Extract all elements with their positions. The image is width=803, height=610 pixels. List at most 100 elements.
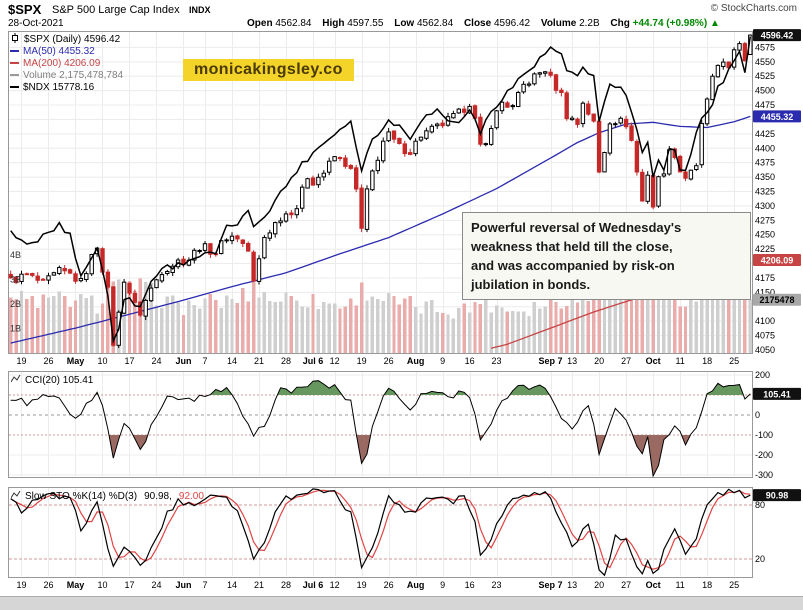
svg-text:20: 20 bbox=[594, 356, 604, 366]
svg-text:19: 19 bbox=[16, 356, 26, 366]
cci-legend-label: CCI(20) 105.41 bbox=[25, 375, 94, 386]
svg-text:200: 200 bbox=[755, 370, 770, 380]
close-value: 4596.42 bbox=[493, 18, 531, 29]
cci-legend: CCI(20) 105.41 bbox=[10, 374, 94, 387]
sto-d-value: 92.00 bbox=[178, 491, 204, 502]
svg-text:90.98: 90.98 bbox=[766, 491, 789, 501]
svg-text:26: 26 bbox=[43, 580, 53, 590]
symbol: $SPX bbox=[8, 2, 42, 17]
svg-text:9: 9 bbox=[440, 580, 445, 590]
svg-text:19: 19 bbox=[357, 356, 367, 366]
svg-text:4050: 4050 bbox=[755, 345, 775, 355]
svg-text:4300: 4300 bbox=[755, 201, 775, 211]
low-value: 4562.84 bbox=[417, 18, 454, 29]
ndx-line-swatch bbox=[10, 86, 19, 88]
svg-text:1B: 1B bbox=[10, 324, 21, 334]
svg-text:13: 13 bbox=[567, 356, 577, 366]
svg-text:7: 7 bbox=[203, 580, 208, 590]
svg-text:21: 21 bbox=[254, 356, 264, 366]
sto-legend-label: Slow STO %K(14) %D(3) bbox=[25, 491, 138, 502]
svg-text:16: 16 bbox=[465, 356, 475, 366]
legend-ndx-label: $NDX 15778.16 bbox=[23, 81, 95, 93]
svg-text:21: 21 bbox=[254, 580, 264, 590]
svg-text:Jul 6: Jul 6 bbox=[303, 356, 324, 366]
svg-text:20: 20 bbox=[755, 554, 765, 564]
svg-text:26: 26 bbox=[384, 356, 394, 366]
close-label: Close bbox=[463, 18, 492, 29]
svg-text:18: 18 bbox=[702, 580, 712, 590]
svg-text:Oct: Oct bbox=[646, 580, 661, 590]
legend-ma200: MA(200) 4206.09 bbox=[10, 57, 123, 69]
volume-value-box: 2175478 bbox=[753, 293, 801, 306]
svg-text:4225: 4225 bbox=[755, 244, 775, 254]
volume-value: 2.2B bbox=[579, 18, 600, 29]
svg-text:13: 13 bbox=[567, 580, 577, 590]
svg-text:4575: 4575 bbox=[755, 42, 775, 52]
open-value: 4562.84 bbox=[275, 18, 312, 29]
svg-text:9: 9 bbox=[440, 356, 445, 366]
svg-text:26: 26 bbox=[43, 356, 53, 366]
svg-text:2B: 2B bbox=[10, 299, 21, 309]
svg-text:11: 11 bbox=[675, 356, 684, 366]
svg-text:12: 12 bbox=[330, 356, 340, 366]
sto-k-line bbox=[10, 488, 751, 577]
svg-text:2175478: 2175478 bbox=[759, 295, 794, 305]
svg-text:Sep 7: Sep 7 bbox=[539, 580, 563, 590]
ma50-value-box: 4455.32 bbox=[753, 110, 801, 123]
svg-text:4100: 4100 bbox=[755, 316, 775, 326]
chg-label: Chg bbox=[610, 18, 630, 29]
sto-k-value: 90.98, bbox=[144, 491, 172, 502]
svg-text:Jun: Jun bbox=[175, 356, 191, 366]
svg-text:-100: -100 bbox=[755, 430, 773, 440]
svg-text:4375: 4375 bbox=[755, 158, 775, 168]
chg-value: +44.74 (+0.98%) bbox=[632, 18, 708, 29]
last-price-box: 4596.42 bbox=[753, 29, 801, 42]
svg-text:7: 7 bbox=[203, 356, 208, 366]
svg-text:25: 25 bbox=[729, 580, 739, 590]
svg-text:17: 17 bbox=[124, 356, 134, 366]
volume-bars bbox=[9, 252, 752, 353]
svg-text:May: May bbox=[67, 356, 85, 366]
svg-text:28: 28 bbox=[281, 580, 291, 590]
legend-ndx: $NDX 15778.16 bbox=[10, 81, 123, 93]
bottom-scrollbar[interactable] bbox=[0, 596, 803, 610]
ma200-line-swatch bbox=[10, 62, 19, 64]
svg-text:Jun: Jun bbox=[175, 580, 191, 590]
svg-text:0: 0 bbox=[755, 410, 760, 420]
svg-text:25: 25 bbox=[729, 356, 739, 366]
ma50-line-swatch bbox=[10, 50, 19, 52]
svg-text:24: 24 bbox=[151, 580, 161, 590]
svg-text:4525: 4525 bbox=[755, 71, 775, 81]
svg-text:4150: 4150 bbox=[755, 287, 775, 297]
copyright: © StockCharts.com bbox=[710, 3, 797, 14]
low-label: Low bbox=[394, 18, 415, 29]
svg-text:4500: 4500 bbox=[755, 86, 775, 96]
svg-text:16: 16 bbox=[465, 580, 475, 590]
ohlc-row: Open 4562.84 High 4597.55 Low 4562.84 Cl… bbox=[247, 18, 720, 29]
high-label: High bbox=[322, 18, 345, 29]
svg-text:-300: -300 bbox=[755, 470, 773, 480]
watermark: monicakingsley.co bbox=[183, 59, 354, 81]
svg-text:Oct: Oct bbox=[646, 356, 661, 366]
annotation-box: Powerful reversal of Wednesday's weaknes… bbox=[462, 212, 751, 300]
svg-text:10: 10 bbox=[97, 580, 107, 590]
svg-text:19: 19 bbox=[357, 580, 367, 590]
svg-text:24: 24 bbox=[151, 356, 161, 366]
svg-text:27: 27 bbox=[621, 356, 631, 366]
legend-ma50: MA(50) 4455.32 bbox=[10, 45, 123, 57]
svg-text:May: May bbox=[67, 580, 85, 590]
cci-line bbox=[10, 380, 751, 478]
svg-text:4206.09: 4206.09 bbox=[761, 256, 794, 266]
svg-text:26: 26 bbox=[384, 580, 394, 590]
legend: $SPX (Daily) 4596.42 MA(50) 4455.32 MA(2… bbox=[10, 32, 123, 93]
sto-value-box: 90.98 bbox=[753, 489, 801, 502]
legend-spx-label: $SPX (Daily) 4596.42 bbox=[24, 33, 121, 45]
chart-date: 28-Oct-2021 bbox=[8, 18, 64, 29]
svg-text:4455.32: 4455.32 bbox=[761, 112, 794, 122]
svg-text:105.41: 105.41 bbox=[763, 389, 791, 399]
svg-text:23: 23 bbox=[492, 356, 502, 366]
svg-text:3B: 3B bbox=[10, 275, 21, 285]
chg-up-arrow-icon: ▲ bbox=[709, 18, 720, 29]
candlestick-chart-icon bbox=[10, 32, 20, 46]
